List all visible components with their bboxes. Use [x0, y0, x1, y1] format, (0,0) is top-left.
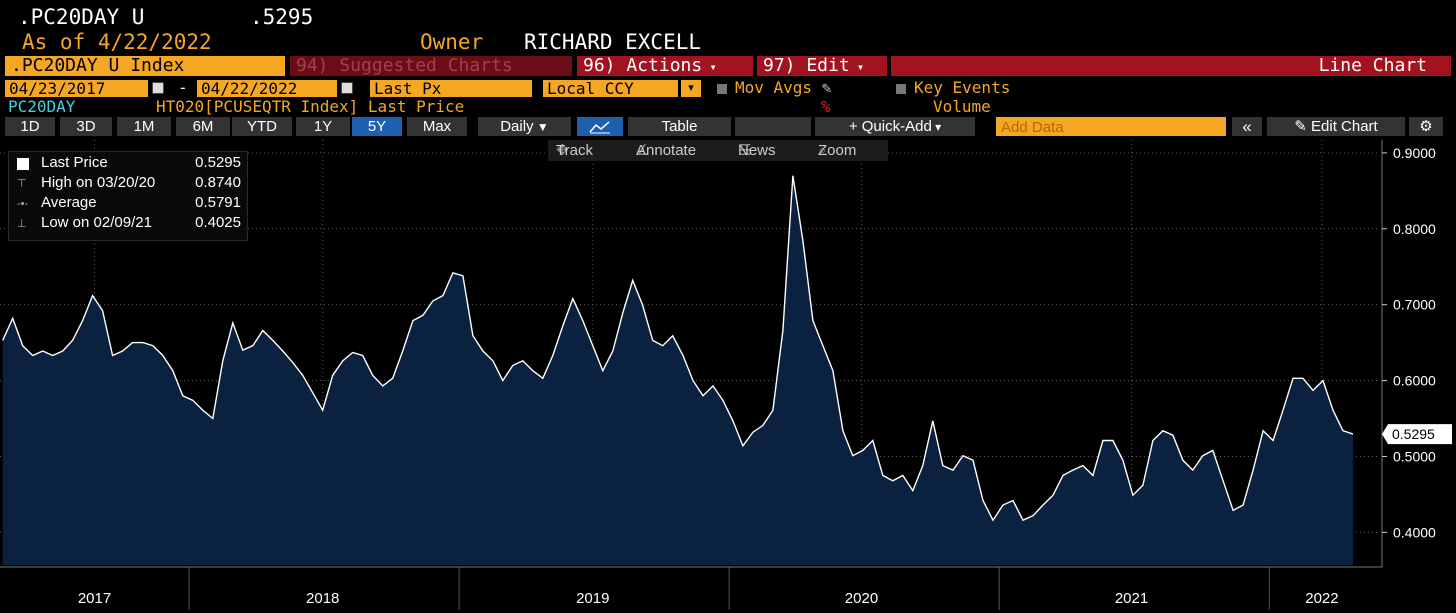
period-button[interactable]: 1D: [5, 117, 55, 136]
legend-value: 0.4025: [195, 214, 241, 231]
area: [2, 175, 1354, 565]
y-tick-label: 0.7000: [1393, 297, 1436, 313]
chart-icon-button[interactable]: [577, 117, 623, 136]
tool-text: Zoom: [818, 142, 857, 159]
field-select[interactable]: Last Px: [370, 80, 532, 97]
legend-label: High on 03/20/20: [41, 174, 156, 191]
x-tick-label: 2017: [78, 590, 111, 607]
edit-chart-text: Edit Chart: [1311, 118, 1378, 135]
security-box[interactable]: .PC20DAY U Index: [5, 56, 285, 76]
price-line: [2, 175, 1354, 522]
blank-button: [735, 117, 811, 136]
period-button[interactable]: 1M: [117, 117, 171, 136]
period-button[interactable]: YTD: [232, 117, 292, 136]
owner-label: Owner: [420, 30, 484, 54]
period-button[interactable]: Max: [407, 117, 467, 136]
legend-value: 0.5295: [195, 154, 241, 171]
currency-select[interactable]: Local CCY: [543, 80, 678, 97]
owner: RICHARD EXCELL: [524, 30, 702, 54]
tool-text: News: [738, 142, 776, 159]
calendar-icon[interactable]: [341, 82, 353, 94]
y-tick-label: 0.5000: [1393, 448, 1436, 464]
y-tick-label: 0.9000: [1393, 145, 1436, 161]
frequency-text: Daily: [500, 118, 534, 135]
calendar-icon[interactable]: [152, 82, 164, 94]
legend-label: Average: [41, 194, 97, 211]
chart: 0.9000 0.8000 0.7000 0.6000 0.5000 0.4000 2017…: [0, 140, 1452, 610]
collapse-button[interactable]: «: [1232, 117, 1262, 136]
table-button[interactable]: Table: [628, 117, 731, 136]
mov-avgs[interactable]: Mov Avgs ✎: [717, 78, 831, 97]
end-date[interactable]: 04/22/2022: [197, 80, 337, 97]
suggested-charts[interactable]: 94) Suggested Charts: [290, 56, 572, 76]
percent: %: [821, 97, 831, 116]
actions-menu[interactable]: 96) Actions ▾: [577, 56, 753, 76]
edit-chart-button[interactable]: ✎ Edit Chart: [1267, 117, 1405, 136]
y-tick-label: 0.8000: [1393, 221, 1436, 237]
legend-label: Low on 02/09/21: [41, 214, 152, 231]
quick-add-button[interactable]: + Quick-Add ▾: [815, 117, 975, 136]
edit-menu[interactable]: 97) Edit ▾: [757, 56, 887, 76]
x-tick-label: 2020: [845, 590, 878, 607]
x-tick-label: 2021: [1115, 590, 1148, 607]
series-description: HT020[PCUSEQTR Index] Last Price: [156, 97, 465, 116]
chart-icon: [589, 121, 610, 134]
key-events[interactable]: Key Events: [896, 78, 1010, 97]
actions-text: 96) Actions: [583, 56, 703, 76]
x-tick-label: 2022: [1305, 590, 1338, 607]
symbol: .PC20DAY U: [18, 5, 145, 29]
volume: Volume: [933, 97, 991, 116]
add-data-input[interactable]: Add Data: [996, 117, 1226, 136]
x-tick-label: 2018: [306, 590, 339, 607]
dropdown-arrow[interactable]: ▾: [680, 80, 701, 97]
y-tick-label: 0.6000: [1393, 373, 1436, 389]
last-price-label: 0.5295: [1392, 426, 1435, 442]
y-tick-label: 0.4000: [1393, 524, 1436, 540]
last-price-tag: [1382, 424, 1452, 445]
ticker: PC20DAY: [8, 97, 76, 116]
start-date[interactable]: 04/23/2017: [5, 80, 148, 97]
frequency-button[interactable]: Daily ▼: [478, 117, 571, 136]
legend: Last Price 0.5295 ⊤ High on 03/20/20 0.8740…: [8, 151, 248, 241]
settings-button[interactable]: ⚙: [1409, 117, 1443, 136]
period-button[interactable]: 5Y: [352, 117, 402, 136]
edit-text: 97) Edit: [763, 56, 850, 76]
legend-label: Last Price: [41, 154, 108, 171]
legend-row: ⊥ Low on 02/09/21 0.4025: [17, 214, 241, 231]
tool-text: Annotate: [636, 142, 697, 159]
chart-tools: ✥ Track ∠ Annotate ☰ News ⌕ Zoom: [548, 140, 888, 161]
date-dash: -: [178, 78, 188, 97]
legend-row: Last Price 0.5295: [17, 153, 245, 173]
legend-row: ⊤ High on 03/20/20 0.8740: [17, 174, 241, 191]
period-button[interactable]: 6M: [176, 117, 230, 136]
x-tick-label: 2019: [576, 590, 609, 607]
legend-value: 0.5791: [195, 194, 241, 211]
price: .5295: [250, 5, 314, 29]
legend-value: 0.8740: [195, 174, 241, 191]
quick-add-text: + Quick-Add: [848, 118, 932, 135]
mov-avgs-text: Mov Avgs: [735, 78, 813, 97]
chart-type: Line Chart: [891, 56, 1451, 76]
tool-text: Track: [556, 142, 593, 159]
as-of: As of 4/22/2022: [22, 30, 212, 54]
key-events-text: Key Events: [914, 78, 1011, 97]
period-button[interactable]: 1Y: [296, 117, 350, 136]
period-button[interactable]: 3D: [60, 117, 112, 136]
legend-row: -•- Average 0.5791: [17, 194, 241, 211]
